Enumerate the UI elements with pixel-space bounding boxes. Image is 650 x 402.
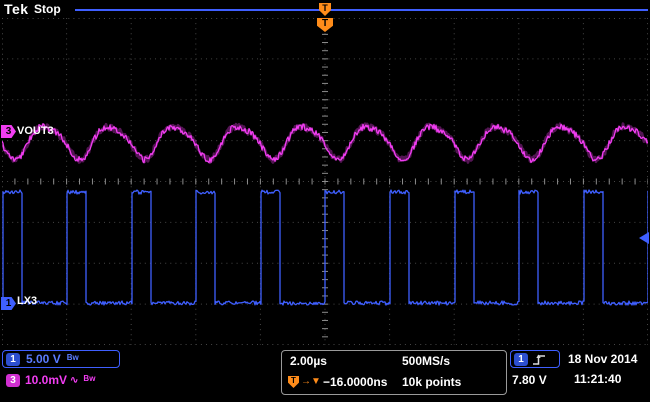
ch3-trace-label: VOUT3 xyxy=(17,125,54,137)
ch3-readout: 3 10.0mV ∿ Bw xyxy=(2,372,95,388)
ch1-bandwidth-icon: Bw xyxy=(66,353,79,362)
ch1-badge: 1 xyxy=(6,352,20,366)
trigger-source-badge: 1 xyxy=(514,352,528,366)
ch3-badge: 3 xyxy=(6,373,20,387)
trigger-level-readout: 7.80 V xyxy=(512,373,547,387)
ch3-position-marker: 3 xyxy=(1,125,16,138)
timebase-readout: 2.00µs xyxy=(290,354,327,368)
trigger-position-flag: T xyxy=(317,18,333,32)
ch1-readout: 1 5.00 V Bw xyxy=(2,350,120,368)
trigger-level-marker xyxy=(639,232,649,244)
trigger-symbol-icon: T xyxy=(288,376,299,388)
ch1-trace-label: LX3 xyxy=(17,295,38,307)
trigger-source-readout: 1 xyxy=(510,350,560,368)
ch1-scale-readout: 5.00 V xyxy=(26,352,61,366)
rising-edge-icon xyxy=(532,353,546,366)
horizontal-readout: 2.00µs 500MS/s T →▼ −16.0000ns 10k point… xyxy=(281,350,507,395)
trigger-position-arrows-icon: →▼ xyxy=(301,376,321,387)
date-readout: 18 Nov 2014 xyxy=(568,352,638,366)
time-readout: 11:21:40 xyxy=(574,372,622,386)
acquisition-status: Stop xyxy=(34,2,61,16)
ch3-scale-readout: 10.0mV xyxy=(25,373,68,387)
waveform-display xyxy=(2,18,648,345)
sample-rate-readout: 500MS/s xyxy=(402,354,451,368)
ch3-bandwidth-icon: Bw xyxy=(83,374,96,383)
acquisition-record-bar xyxy=(75,9,648,11)
trigger-position-readout: −16.0000ns xyxy=(323,375,388,389)
tek-logo: Tek xyxy=(4,1,29,17)
trigger-position-marker-top: T xyxy=(319,3,331,16)
ch1-position-marker: 1 xyxy=(1,297,16,310)
record-length-readout: 10k points xyxy=(402,375,462,389)
ch3-coupling-icon: ∿ xyxy=(70,374,79,386)
